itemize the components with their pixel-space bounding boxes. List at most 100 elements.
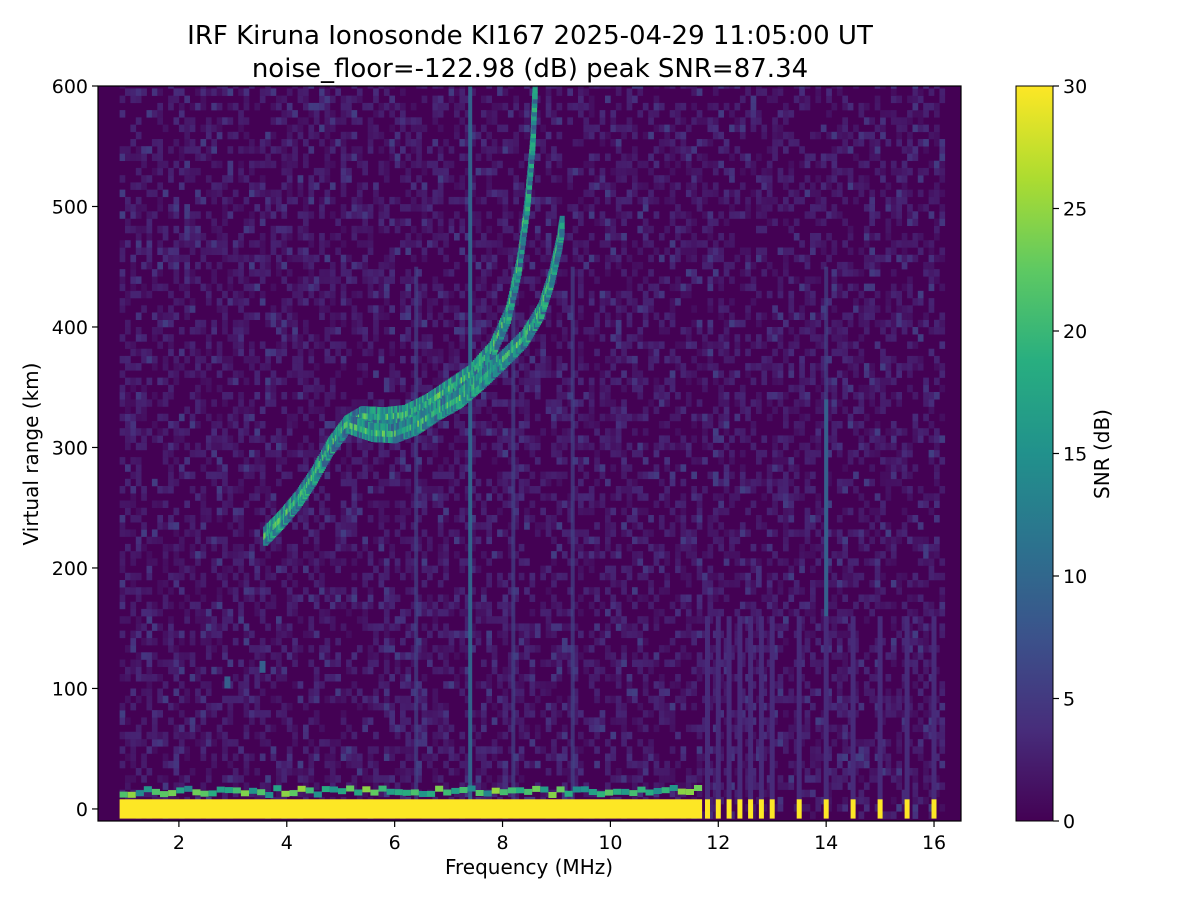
noise-cell xyxy=(329,753,336,761)
noise-cell xyxy=(556,731,563,740)
noise-cell xyxy=(232,551,239,559)
noise-cell xyxy=(222,652,228,660)
noise-cell xyxy=(141,225,147,234)
noise-cell xyxy=(416,319,422,328)
noise-cell xyxy=(276,95,282,104)
noise-cell xyxy=(254,493,261,501)
noise-cell xyxy=(518,775,525,783)
noise-cell xyxy=(497,616,503,624)
noise-cell xyxy=(249,312,255,320)
noise-cell xyxy=(534,457,541,465)
noise-cell xyxy=(227,334,234,342)
noise-cell xyxy=(486,616,492,624)
noise-cell xyxy=(658,327,665,335)
noise-cell xyxy=(621,269,627,277)
noise-cell xyxy=(135,515,142,523)
noise-cell xyxy=(335,247,341,255)
noise-cell xyxy=(216,515,223,523)
noise-cell xyxy=(297,363,304,371)
noise-cell xyxy=(416,153,422,161)
noise-cell xyxy=(351,507,358,516)
noise-cell xyxy=(205,348,212,357)
noise-cell xyxy=(281,406,288,414)
noise-cell xyxy=(373,334,379,342)
noise-cell xyxy=(464,594,471,602)
noise-cell xyxy=(648,565,654,574)
noise-cell xyxy=(610,348,617,357)
noise-cell xyxy=(459,319,466,328)
noise-cell xyxy=(130,601,137,610)
noise-cell xyxy=(572,753,579,761)
noise-cell xyxy=(281,558,288,566)
noise-cell xyxy=(243,102,250,111)
noise-cell xyxy=(151,500,158,508)
noise-cell xyxy=(669,601,676,610)
noise-cell xyxy=(367,305,374,313)
noise-cell xyxy=(605,522,611,530)
noise-cell xyxy=(324,305,331,313)
noise-cell xyxy=(200,572,207,581)
noise-cell xyxy=(578,760,584,769)
noise-cell xyxy=(475,731,482,740)
noise-cell xyxy=(685,377,692,386)
noise-cell xyxy=(216,464,223,472)
noise-cell xyxy=(173,666,180,675)
noise-cell xyxy=(286,110,293,118)
noise-cell xyxy=(168,334,174,342)
noise-cell xyxy=(696,377,703,386)
noise-cell xyxy=(297,290,304,299)
noise-cell xyxy=(146,702,153,711)
noise-cell xyxy=(367,348,374,357)
noise-cell xyxy=(534,334,541,342)
noise-cell xyxy=(394,695,401,704)
noise-cell xyxy=(502,211,509,219)
noise-cell xyxy=(394,370,401,378)
noise-cell xyxy=(200,782,207,790)
noise-cell xyxy=(680,146,687,154)
noise-cell xyxy=(383,645,390,653)
noise-cell xyxy=(178,601,185,610)
noise-cell xyxy=(356,160,363,169)
noise-cell xyxy=(561,298,568,306)
noise-cell xyxy=(135,623,142,631)
noise-cell xyxy=(356,327,363,335)
noise-cell xyxy=(680,211,687,219)
noise-cell xyxy=(243,724,250,733)
noise-cell xyxy=(195,319,201,328)
noise-cell xyxy=(621,247,627,255)
noise-cell xyxy=(151,601,158,610)
noise-cell xyxy=(653,247,660,255)
noise-cell xyxy=(232,515,239,523)
noise-cell xyxy=(610,218,617,226)
noise-cell xyxy=(362,580,368,588)
noise-cell xyxy=(238,348,244,357)
noise-cell xyxy=(178,558,185,566)
noise-cell xyxy=(588,413,595,422)
noise-cell xyxy=(319,240,325,248)
noise-cell xyxy=(205,435,212,443)
noise-cell xyxy=(432,710,439,718)
noise-cell xyxy=(216,384,223,393)
noise-cell xyxy=(227,493,234,501)
noise-cell xyxy=(513,370,519,378)
noise-cell xyxy=(578,543,584,552)
noise-cell xyxy=(545,254,552,263)
noise-cell xyxy=(259,731,266,740)
noise-cell xyxy=(556,153,563,161)
noise-cell xyxy=(648,399,654,407)
noise-cell xyxy=(443,167,449,176)
noise-cell xyxy=(615,486,622,494)
noise-cell xyxy=(470,139,476,147)
noise-cell xyxy=(432,110,439,118)
noise-cell xyxy=(437,211,444,219)
noise-cell xyxy=(561,724,568,733)
noise-cell xyxy=(427,204,433,212)
noise-cell xyxy=(680,688,687,696)
noise-cell xyxy=(421,731,428,740)
noise-cell xyxy=(135,182,142,190)
noise-cell xyxy=(470,587,476,595)
noise-cell xyxy=(653,348,660,357)
noise-cell xyxy=(270,637,277,646)
noise-cell xyxy=(356,88,363,96)
noise-cell xyxy=(178,731,185,740)
